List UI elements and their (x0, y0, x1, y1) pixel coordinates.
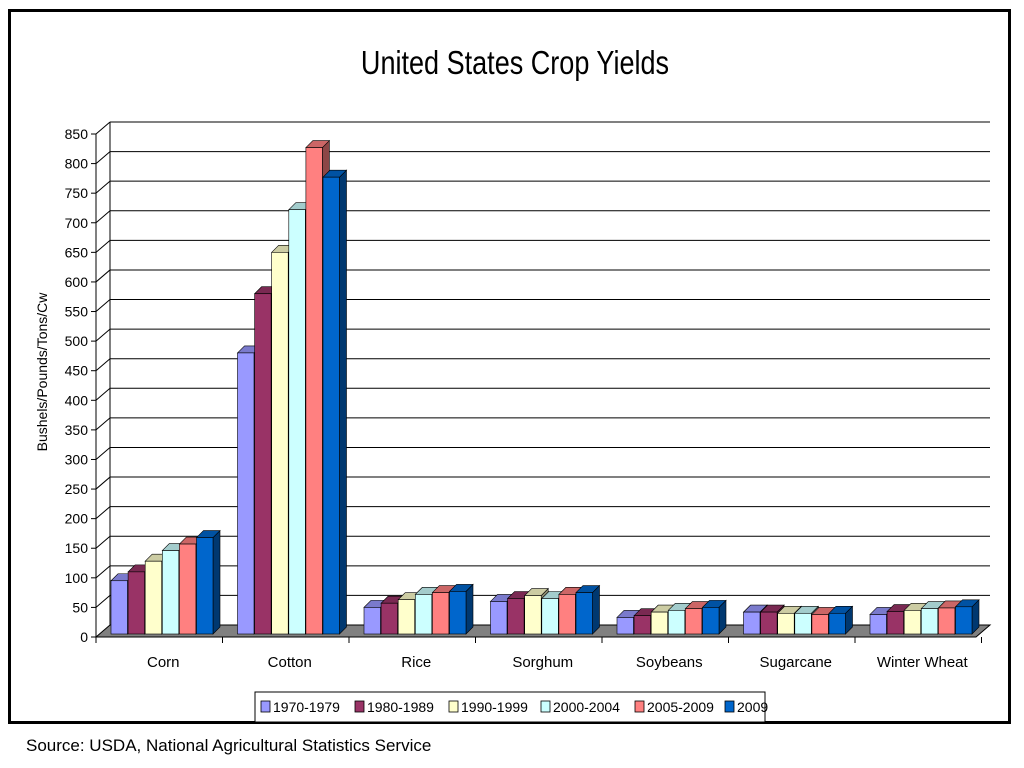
y-tick-label: 350 (65, 422, 89, 438)
source-note: Source: USDA, National Agricultural Stat… (26, 736, 432, 755)
y-tick-label: 150 (65, 540, 89, 556)
x-tick-label: Winter Wheat (877, 654, 969, 671)
gridline-diagonal (95, 151, 111, 164)
gridline-diagonal (95, 565, 111, 579)
bar (828, 605, 854, 635)
y-tick-label: 550 (65, 304, 89, 320)
y-tick-label: 200 (65, 511, 89, 527)
x-tick-label: Sorghum (512, 654, 573, 671)
gridline-diagonal (95, 417, 111, 431)
legend-box (254, 691, 766, 723)
chart: United States Crop Yields Bushels/Pounds… (34, 46, 992, 723)
bar (448, 583, 474, 635)
legend-label: 1980-1989 (367, 699, 434, 715)
x-tick-label: Soybeans (636, 654, 703, 671)
legend-swatch (260, 700, 271, 713)
gridline-diagonal (95, 299, 111, 312)
gridline-diagonal (95, 358, 111, 372)
y-tick-label: 700 (65, 215, 89, 231)
y-tick-label: 400 (65, 392, 89, 408)
y-tick-label: 750 (65, 185, 89, 201)
y-tick-label: 600 (65, 274, 89, 290)
gridline-diagonal (95, 387, 111, 401)
gridline-diagonal (95, 476, 111, 490)
legend-label: 2009 (737, 699, 768, 715)
x-tick-label: Cotton (268, 654, 312, 671)
legend-swatch (724, 700, 735, 713)
y-tick-label: 250 (65, 481, 89, 497)
bar (322, 169, 348, 635)
x-tick-label: Rice (401, 654, 431, 671)
y-axis-label: Bushels/Pounds/Tons/Cw (34, 292, 50, 452)
x-tick-label: Corn (147, 654, 180, 671)
y-tick-label: 100 (65, 570, 89, 586)
legend-swatch (634, 700, 645, 713)
bar (954, 599, 980, 635)
y-tick-label: 300 (65, 451, 89, 467)
gridline-diagonal (95, 447, 111, 460)
legend-label: 1970-1979 (273, 699, 340, 715)
bar (701, 599, 727, 635)
gridline-diagonal (95, 121, 111, 135)
plot-area: 0 50 100 150 200 250 300 350 400 450 500 550 600 650 7… (65, 121, 992, 671)
legend-swatch (354, 700, 365, 713)
y-tick-label: 850 (65, 126, 89, 142)
gridline-diagonal (95, 239, 111, 253)
bar (195, 529, 221, 635)
gridline-diagonal (95, 269, 111, 283)
legend-swatch (540, 700, 551, 713)
gridline-diagonal (95, 535, 111, 549)
chart-title: United States Crop Yields (361, 46, 669, 82)
y-tick-label: 0 (80, 629, 88, 645)
gridline-diagonal (95, 210, 111, 224)
y-tick-label: 800 (65, 156, 89, 172)
chart-frame: United States Crop Yields Bushels/Pounds… (8, 9, 1011, 724)
y-tick-label: 450 (65, 363, 89, 379)
y-tick-label: 650 (65, 244, 89, 260)
gridline-diagonal (95, 506, 111, 520)
legend-label: 2005-2009 (647, 699, 714, 715)
legend-label: 1990-1999 (461, 699, 528, 715)
gridline-diagonal (95, 328, 111, 342)
legend-swatch (448, 700, 459, 713)
x-tick-label: Sugarcane (759, 654, 832, 671)
legend-label: 2000-2004 (553, 699, 620, 715)
gridline-diagonal (95, 595, 111, 608)
bar (575, 584, 601, 635)
y-tick-label: 50 (72, 599, 88, 615)
legend: 1970-1979 1980-1989 1990-1999 2000-2004 2005… (254, 691, 768, 723)
gridline-diagonal (95, 180, 111, 194)
y-tick-label: 500 (65, 333, 89, 349)
